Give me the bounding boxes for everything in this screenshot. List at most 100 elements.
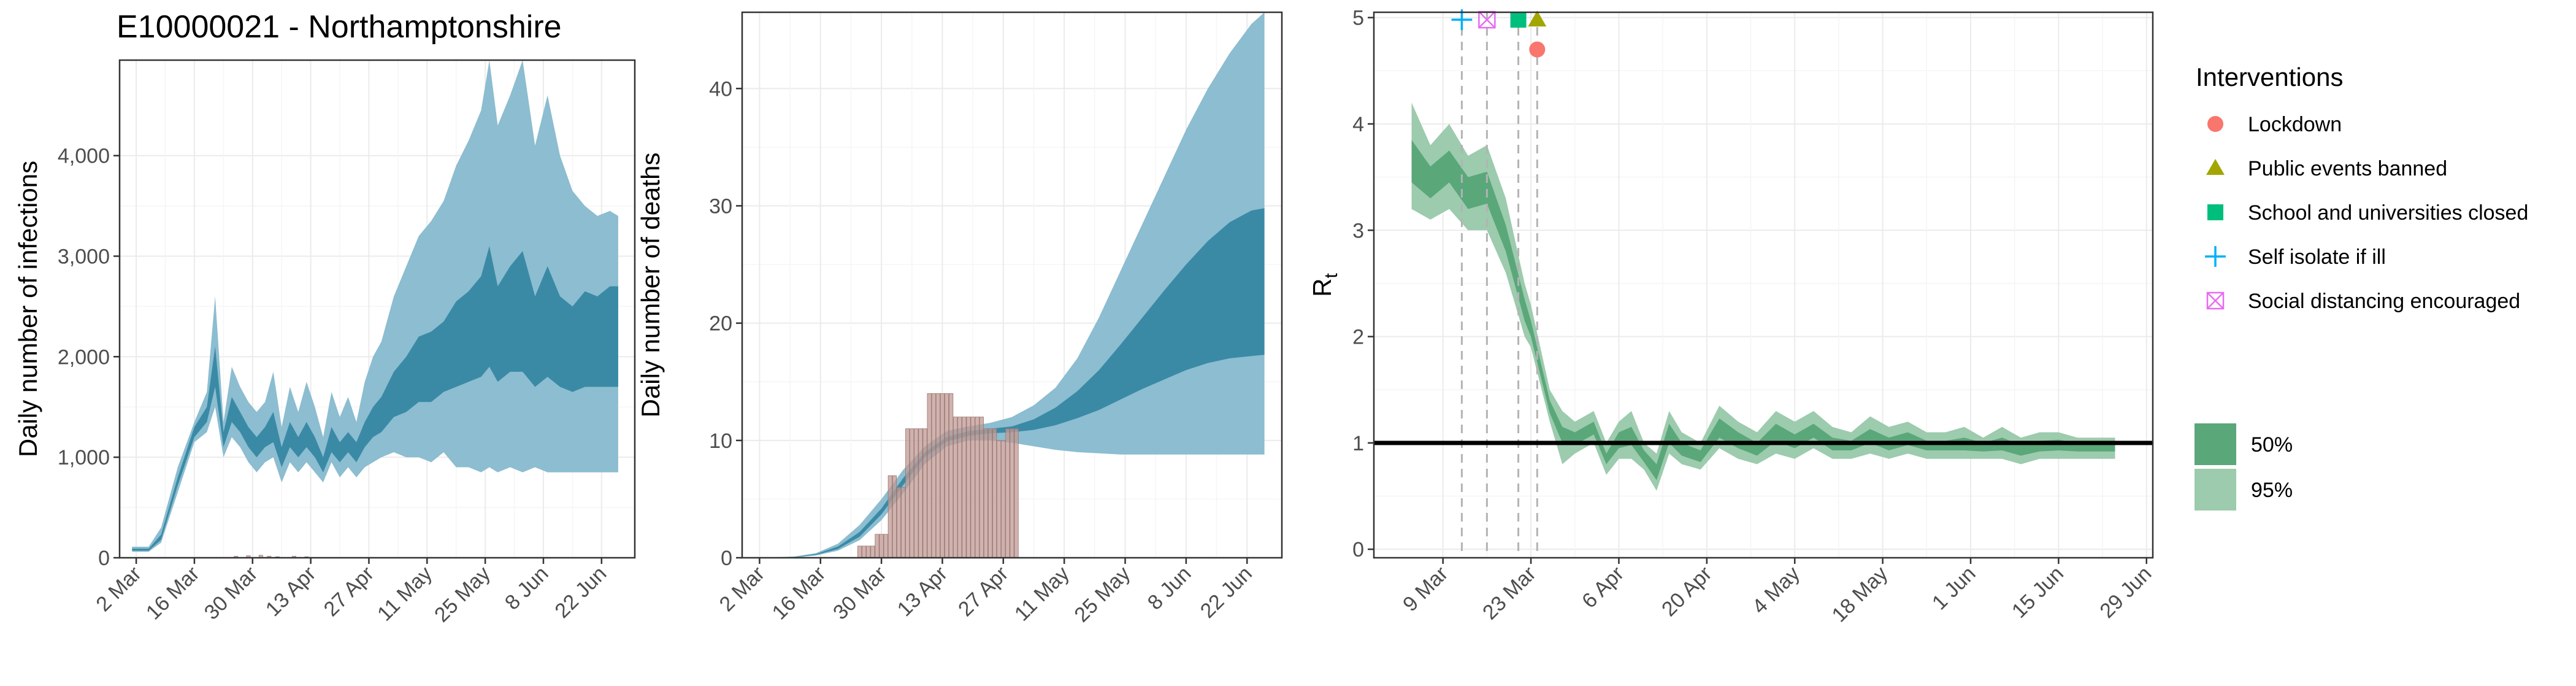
deaths-bar	[866, 545, 871, 558]
infections-xtick-label: 27 Apr	[320, 562, 378, 621]
infections-xtick-label: 16 Mar	[142, 562, 204, 625]
infections-ytick-label: 0	[98, 547, 110, 570]
intervention-marker-triangle	[1528, 10, 1547, 27]
intervention-marker-square	[1510, 12, 1527, 28]
rt-xtick-label: 9 Mar	[1398, 562, 1452, 616]
rt-xtick-label: 15 Jun	[2007, 562, 2068, 623]
rt-xtick-label: 29 Jun	[2095, 562, 2156, 623]
deaths-bar	[944, 393, 949, 558]
deaths-bar	[940, 393, 945, 558]
infections-xtick-label: 22 Jun	[550, 562, 611, 623]
deaths-bar	[1010, 428, 1014, 558]
legend-key-boxx-d2	[2207, 292, 2224, 309]
deaths-bar	[922, 428, 927, 558]
infections-xtick-label: 8 Jun	[500, 562, 553, 615]
deaths-xtick-label: 11 May	[1010, 562, 1074, 626]
deaths-ytick-label: 20	[709, 312, 732, 336]
deaths-bar	[949, 393, 954, 558]
deaths-bar	[900, 487, 906, 558]
deaths-bar	[983, 428, 989, 558]
rt-ytick-label: 2	[1352, 326, 1364, 349]
deaths-ytick-label: 30	[709, 195, 732, 218]
rt-ytick-label: 0	[1352, 538, 1364, 561]
legend-label: Lockdown	[2248, 113, 2342, 136]
deaths-bar	[905, 428, 910, 558]
intervention-marker-circle	[1529, 41, 1546, 58]
deaths-ytick-label: 10	[709, 430, 732, 453]
deaths-bar	[987, 428, 993, 558]
rt-xtick-label: 4 May	[1748, 562, 1804, 619]
rt-ytick-label: 4	[1352, 113, 1364, 136]
deaths-bar	[975, 417, 979, 558]
infections-ytick-label: 3,000	[58, 245, 110, 268]
legend-band-swatch	[2195, 469, 2236, 511]
legend-band-swatch	[2195, 423, 2236, 465]
deaths-bar	[962, 417, 967, 558]
infections-xtick-label: 30 Mar	[200, 562, 263, 625]
deaths-bar	[862, 545, 867, 558]
legend-key-circle	[2207, 116, 2223, 132]
deaths-ytick-label: 40	[709, 77, 732, 101]
deaths-bar	[1005, 428, 1010, 558]
deaths-xtick-label: 30 Mar	[829, 562, 891, 625]
deaths-xtick-label: 22 Jun	[1196, 562, 1257, 623]
rt-band-95	[1411, 102, 2115, 491]
infections-panel-border	[118, 59, 636, 559]
infections-xtick-label: 25 May	[430, 562, 495, 627]
infections-band-95	[132, 60, 618, 552]
deaths-panel-border	[741, 11, 1283, 559]
deaths-bar	[979, 417, 984, 558]
deaths-bar	[875, 534, 880, 558]
deaths-bar	[857, 545, 862, 558]
legend-title: Interventions	[2196, 63, 2343, 91]
deaths-bar	[883, 534, 888, 558]
deaths-bar	[892, 475, 897, 558]
deaths-bar	[927, 393, 932, 558]
y-axis-label-subscript: t	[1321, 273, 1341, 279]
rt-ytick-label: 5	[1352, 7, 1364, 30]
deaths-xtick-label: 13 Apr	[893, 562, 952, 621]
deaths-bar	[935, 393, 940, 558]
rt-ytick-label: 1	[1352, 432, 1364, 455]
deaths-bar	[870, 545, 875, 558]
rt-panel-border	[1373, 11, 2154, 559]
infections-y-axis-label: Daily number of infections	[13, 161, 42, 457]
legend-label: Self isolate if ill	[2248, 245, 2386, 269]
chart-title: E10000021 - Northamptonshire	[117, 9, 562, 45]
legend-band-label: 95%	[2251, 479, 2293, 502]
deaths-bar	[997, 440, 1002, 558]
infections-xtick-label: 13 Apr	[261, 562, 320, 621]
deaths-xtick-label: 25 May	[1070, 562, 1135, 627]
deaths-bar	[887, 475, 892, 558]
deaths-bar	[992, 428, 997, 558]
deaths-bar	[970, 417, 975, 558]
legend-label: School and universities closed	[2248, 201, 2528, 225]
rt-band-50	[1411, 140, 2115, 480]
deaths-bar	[918, 428, 923, 558]
rt-xtick-label: 6 Apr	[1577, 562, 1628, 613]
legend-key-boxx-box	[2206, 291, 2225, 310]
intervention-marker-boxx-d2	[1478, 11, 1496, 29]
legend-key-plus	[2205, 246, 2226, 267]
rt-xtick-label: 23 Mar	[1478, 562, 1541, 625]
infections-xtick-label: 2 Mar	[91, 562, 145, 616]
y-axis-label-main: R	[1308, 279, 1336, 297]
infections-ytick-label: 4,000	[58, 145, 110, 168]
deaths-bar	[953, 417, 958, 558]
rt-xtick-label: 18 May	[1828, 562, 1893, 627]
infections-band-50	[132, 246, 618, 551]
deaths-xtick-label: 8 Jun	[1143, 562, 1196, 615]
deaths-xtick-label: 16 Mar	[768, 562, 830, 625]
deaths-ytick-label: 0	[721, 547, 732, 570]
deaths-bar	[957, 417, 962, 558]
legend-key-square	[2207, 204, 2223, 220]
infections-ytick-label: 2,000	[58, 345, 110, 369]
deaths-y-axis-label: Daily number of deaths	[636, 153, 665, 418]
rt-ytick-label: 3	[1352, 219, 1364, 242]
deaths-band-50	[755, 208, 1265, 558]
legend-band-label: 50%	[2251, 433, 2293, 457]
rt-gridlines	[1374, 12, 2153, 558]
deaths-bar	[966, 417, 971, 558]
deaths-bar	[896, 487, 902, 558]
